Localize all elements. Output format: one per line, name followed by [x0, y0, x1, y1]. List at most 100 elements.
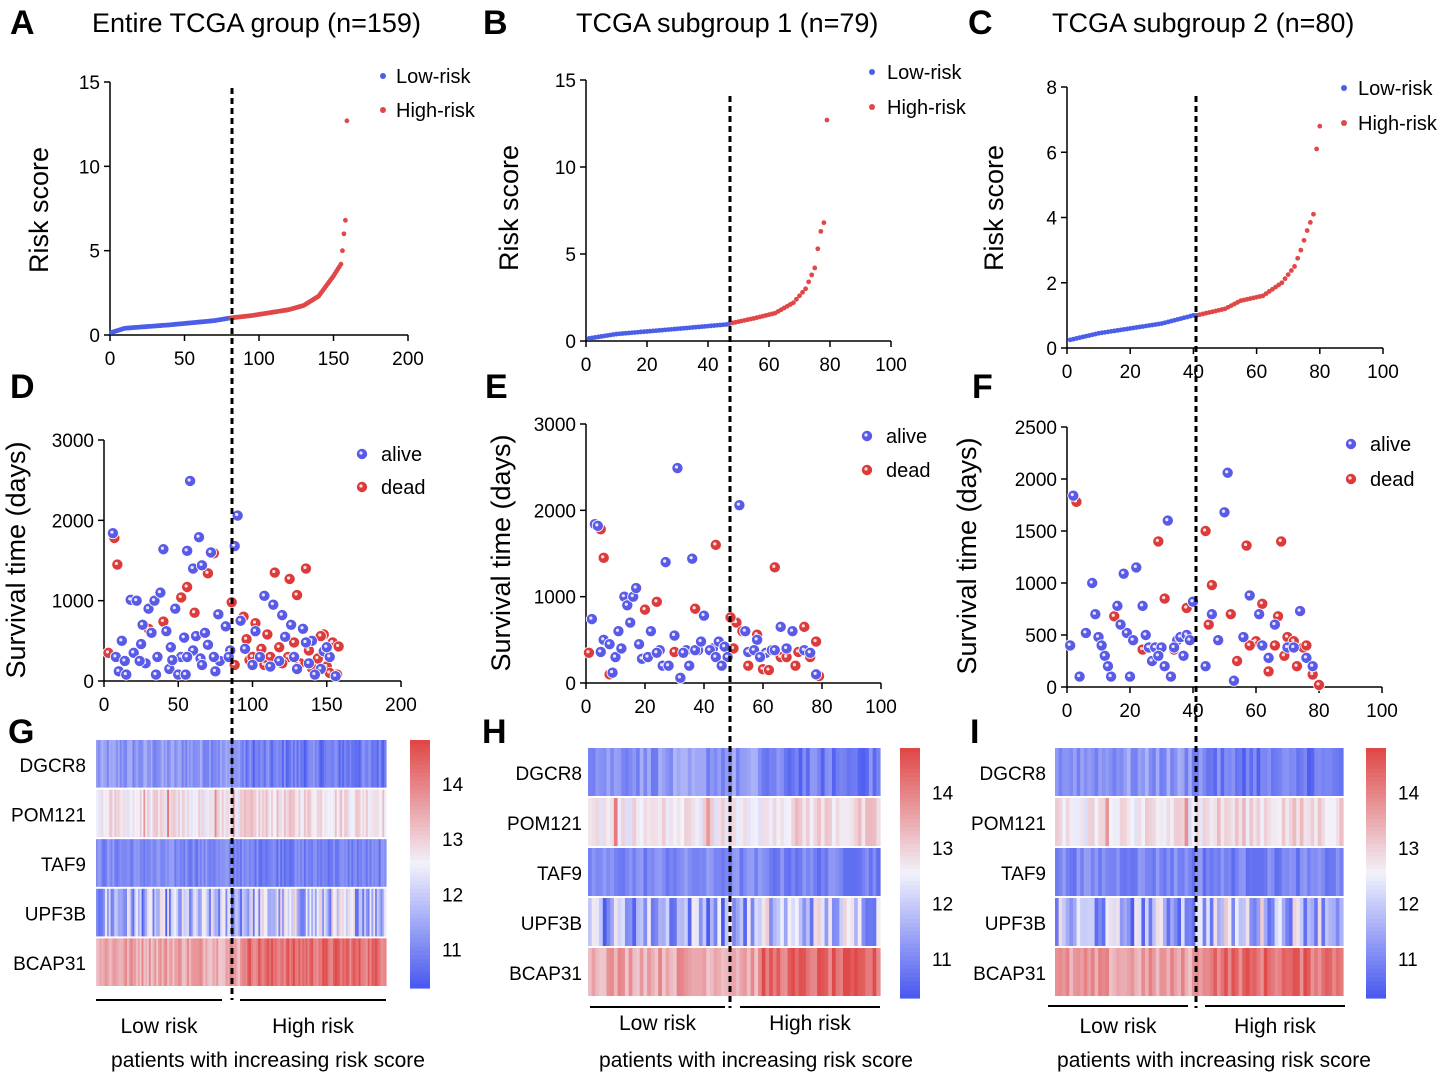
survival-point-alive-highlight: [757, 654, 761, 658]
survival-point-alive-highlight: [327, 654, 331, 658]
survival-point-dead-highlight: [1281, 653, 1285, 657]
heatmap-cell: [1299, 948, 1304, 996]
heatmap-cell: [329, 938, 332, 986]
heatmap-cell: [1296, 798, 1301, 846]
heatmap-cell: [669, 798, 674, 846]
survival-point-dead-highlight: [1162, 596, 1166, 600]
heatmap-cell: [1321, 798, 1326, 846]
heatmap-cell: [1303, 898, 1308, 946]
heatmap-cell: [271, 789, 274, 838]
survival-y-tick-label: 1000: [1015, 574, 1057, 595]
heatmap-cell: [754, 898, 759, 946]
heatmap-cell: [349, 740, 352, 788]
heatmap-cell: [145, 938, 148, 986]
heatmap-cell: [647, 898, 652, 946]
heatmap-cell: [783, 948, 789, 996]
heatmap-cell: [717, 798, 722, 846]
heatmap-cell: [338, 888, 341, 937]
heatmap-cell: [296, 888, 300, 937]
heatmap-cell: [125, 740, 128, 788]
colorbar-segment: [410, 847, 430, 853]
heatmap-cell: [165, 938, 168, 986]
colorbar-segment: [410, 789, 430, 795]
heatmap-cell: [229, 888, 232, 937]
heatmap-cell: [190, 740, 194, 788]
survival-x-tick-label: 60: [1245, 701, 1266, 722]
heatmap-cell: [1094, 798, 1099, 846]
heatmap-cell: [1217, 898, 1222, 946]
heatmap-cell: [274, 938, 278, 986]
heatmap-cell: [128, 938, 132, 986]
high-risk-group-label: High risk: [769, 1012, 851, 1035]
heatmap-cell: [843, 898, 848, 946]
heatmap-cell: [311, 740, 314, 788]
heatmap-cell: [765, 748, 770, 796]
survival-point-alive-highlight: [1140, 603, 1144, 607]
colorbar-segment: [1366, 823, 1386, 828]
heatmap-cell: [168, 740, 172, 788]
survival-point-alive-highlight: [745, 649, 749, 653]
heatmap-cell: [588, 898, 593, 946]
heatmap-cell: [221, 839, 225, 887]
colorbar-segment: [900, 748, 920, 753]
heatmap-cell: [362, 839, 365, 887]
heatmap-cell: [354, 888, 358, 937]
heatmap-cell: [376, 938, 380, 986]
heatmap-gene-label: DGCR8: [515, 764, 582, 785]
heatmap-cell: [258, 938, 261, 986]
heatmap-cell: [673, 848, 678, 896]
heatmap-cell: [209, 888, 212, 937]
heatmap-cell: [216, 789, 219, 838]
risk-x-tick-label: 200: [392, 349, 424, 370]
survival-point-dead-highlight: [713, 542, 717, 546]
heatmap-cell: [287, 938, 290, 986]
heatmap-cell: [351, 789, 354, 838]
heatmap-cell: [687, 748, 693, 796]
heatmap-cell: [203, 888, 207, 937]
survival-point-alive-highlight: [1067, 642, 1071, 647]
heatmap-cell: [1217, 848, 1222, 896]
heatmap-cell: [300, 789, 303, 838]
heatmap-cell: [1184, 898, 1189, 946]
colorbar-segment: [1366, 989, 1386, 995]
heatmap-cell: [1080, 948, 1085, 996]
survival-point-alive-highlight: [1303, 655, 1307, 659]
heatmap-cell: [1267, 748, 1272, 796]
heatmap-cell: [1220, 798, 1225, 846]
heatmap-cell: [739, 948, 744, 996]
legend-low-risk-marker: [869, 69, 875, 75]
heatmap-cell: [1267, 898, 1272, 946]
heatmap-cell: [221, 888, 225, 937]
heatmap-cell: [783, 798, 789, 846]
heatmap-cell: [338, 789, 341, 838]
heatmap-cell: [1123, 898, 1128, 946]
heatmap-cell: [621, 848, 626, 896]
heatmap-cell: [1109, 748, 1114, 796]
heatmap-cell: [134, 839, 137, 887]
heatmap-cell: [216, 740, 219, 788]
legend-low-risk-label: Low-risk: [396, 66, 471, 88]
heatmap-cell: [772, 898, 778, 946]
survival-point-alive-highlight: [1162, 663, 1166, 667]
survival-point-alive-highlight: [154, 654, 159, 658]
heatmap-cell: [735, 948, 741, 996]
heatmap-cell: [1260, 898, 1265, 946]
heatmap-cell: [1242, 798, 1247, 846]
heatmap-cell: [287, 839, 290, 887]
survival-point-alive-highlight: [719, 663, 723, 667]
survival-point-dead-highlight: [267, 654, 271, 658]
heatmap-cell: [758, 848, 763, 896]
heatmap-cell: [185, 839, 188, 887]
heatmap-cell: [245, 888, 248, 937]
heatmap-cell: [1245, 848, 1250, 896]
colorbar-segment: [1366, 806, 1386, 812]
heatmap-cell: [820, 898, 826, 946]
heatmap-cell: [283, 938, 287, 986]
risk-y-axis-label: Risk score: [979, 145, 1009, 271]
survival-point-alive-highlight: [134, 598, 138, 602]
heatmap-cell: [141, 888, 145, 937]
heatmap-cell: [189, 888, 192, 937]
heatmap-cell: [794, 898, 800, 946]
heatmap-cell: [373, 938, 376, 986]
colorbar-segment: [900, 777, 920, 782]
